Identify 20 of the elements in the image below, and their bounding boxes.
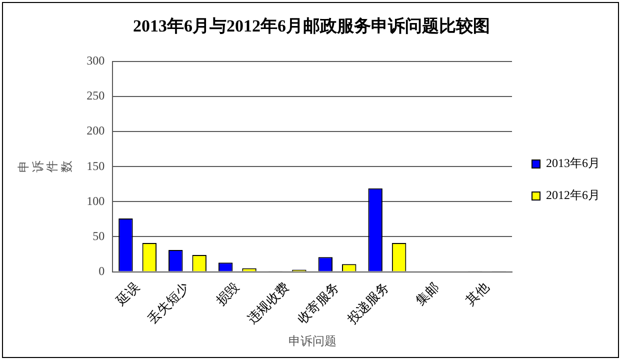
y-tick-label: 200 — [86, 124, 105, 138]
x-axis-title: 申诉问题 — [288, 334, 336, 348]
y-axis-title: 申诉件数 — [16, 160, 74, 173]
chart-title: 2013年6月与2012年6月邮政服务申诉问题比较图 — [133, 16, 490, 36]
y-tick-label: 250 — [86, 88, 105, 103]
y-tick-label: 50 — [92, 228, 105, 243]
y-tick-label: 300 — [86, 54, 105, 68]
x-tick-label: 集邮 — [412, 279, 442, 308]
y-tick-label: 100 — [86, 194, 105, 208]
x-tick-label: 收寄服务 — [294, 279, 342, 327]
x-tick-label: 其他 — [462, 279, 492, 308]
x-tick-label: 违规收费 — [244, 279, 292, 327]
x-tick-label: 损毁 — [212, 279, 242, 308]
x-tick-label: 丢失短少 — [144, 279, 192, 327]
y-tick-label: 150 — [86, 158, 105, 173]
legend-label: 2012年6月 — [546, 188, 600, 202]
x-tick-label: 投递服务 — [344, 279, 392, 328]
x-tick-label: 延误 — [112, 279, 142, 309]
legend-label: 2013年6月 — [546, 156, 600, 170]
y-tick-label: 0 — [98, 264, 105, 278]
